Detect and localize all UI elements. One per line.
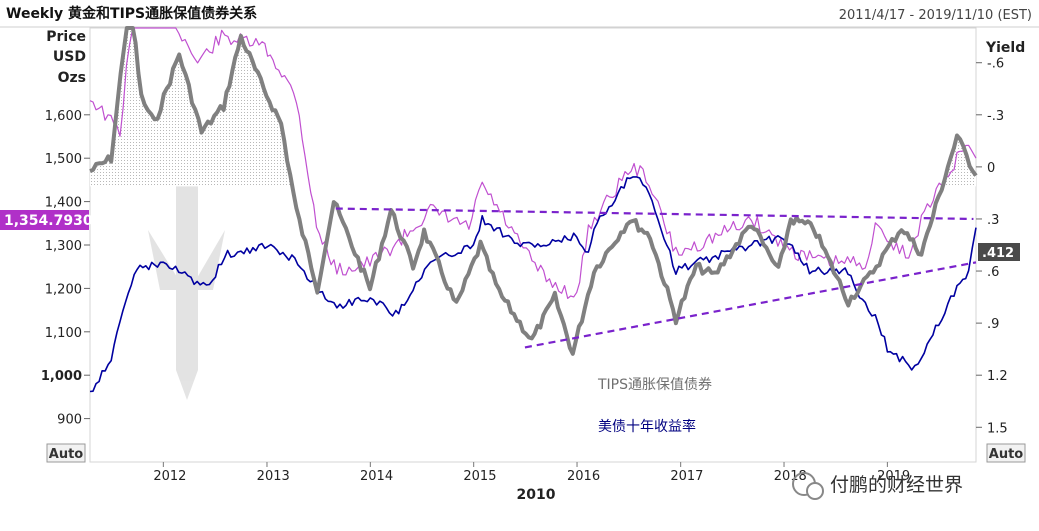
right-tick-label: 0 bbox=[987, 161, 995, 176]
watermark-text: 付鹏的财经世界 bbox=[830, 474, 963, 496]
x-tick-label: 2013 bbox=[257, 469, 290, 484]
right-tick-label: 1.2 bbox=[987, 369, 1008, 384]
date-range: 2011/4/17 - 2019/11/10 (EST) bbox=[839, 8, 1032, 23]
left-tick-label: 1,300 bbox=[45, 239, 82, 254]
x-tick-label: 2017 bbox=[670, 469, 703, 484]
trendline-layer bbox=[335, 207, 977, 349]
series-line-ust10y bbox=[89, 176, 977, 393]
left-tick-label: 900 bbox=[57, 413, 82, 428]
gold-area-layer bbox=[90, 28, 976, 187]
x-tick-label: 2018 bbox=[774, 469, 807, 484]
series-layer bbox=[89, 26, 978, 393]
right-tick-label: .9 bbox=[987, 317, 999, 332]
right-tick-label: .6 bbox=[987, 265, 999, 280]
price-tag-value: 1,354.7930 bbox=[4, 213, 93, 229]
watermark-logo bbox=[148, 128, 225, 400]
legend-tips: TIPS通胀保值债券 bbox=[597, 377, 712, 393]
left-tick-label: 1,400 bbox=[45, 196, 82, 211]
series-line-gold bbox=[89, 26, 978, 356]
x-tick-label: 2015 bbox=[463, 469, 496, 484]
right-axis-unit: Yield bbox=[985, 40, 1025, 56]
left-tick-label: 1,000 bbox=[41, 369, 82, 384]
auto-button-left[interactable]: Auto bbox=[46, 443, 86, 463]
right-tick-label: -.3 bbox=[987, 109, 1004, 124]
gold-area-fill bbox=[90, 28, 976, 187]
left-axis-unit-price: Price bbox=[46, 29, 86, 45]
x-tick-label: 2016 bbox=[567, 469, 600, 484]
left-tick-label: 1,200 bbox=[45, 282, 82, 297]
svg-text:Auto: Auto bbox=[49, 447, 84, 462]
auto-button-right[interactable]: Auto bbox=[986, 443, 1026, 463]
yield-tag: .412 bbox=[978, 243, 1020, 261]
svg-text:Auto: Auto bbox=[989, 447, 1024, 462]
trendline-2 bbox=[524, 261, 977, 349]
trendline-1 bbox=[335, 207, 974, 221]
x-tick-label: 2019 bbox=[877, 469, 910, 484]
price-tag: 1,354.7930 bbox=[0, 210, 93, 230]
x-tick-label: 2014 bbox=[360, 469, 393, 484]
chart-title: Weekly 黄金和TIPS通胀保值债券关系 bbox=[6, 5, 257, 22]
yield-tag-value: .412 bbox=[982, 246, 1014, 261]
right-tick-label: -.6 bbox=[987, 57, 1004, 72]
x-axis-era-label: 2010 bbox=[517, 487, 556, 503]
watermark: 付鹏的财经世界 bbox=[792, 472, 963, 500]
legend-ust10y: 美债十年收益率 bbox=[598, 418, 696, 435]
x-tick-label: 2012 bbox=[153, 469, 186, 484]
left-axis-unit-usd: USD bbox=[53, 49, 86, 65]
left-axis-unit-ozs: Ozs bbox=[58, 70, 86, 86]
left-tick-label: 1,600 bbox=[45, 109, 82, 124]
left-tick-label: 1,500 bbox=[45, 152, 82, 167]
right-axis: -.6 -.3 0 .3 .6 .9 1.2 1.5 bbox=[976, 57, 1008, 436]
x-axis: 2012 2013 2014 2015 2016 2017 2018 2019 bbox=[153, 462, 910, 484]
left-tick-label: 1,100 bbox=[45, 326, 82, 341]
left-axis: 900 1,000 1,100 1,200 1,300 1,400 1,500 1,600 bbox=[41, 109, 90, 428]
right-tick-label: .3 bbox=[987, 213, 999, 228]
right-tick-label: 1.5 bbox=[987, 421, 1008, 436]
